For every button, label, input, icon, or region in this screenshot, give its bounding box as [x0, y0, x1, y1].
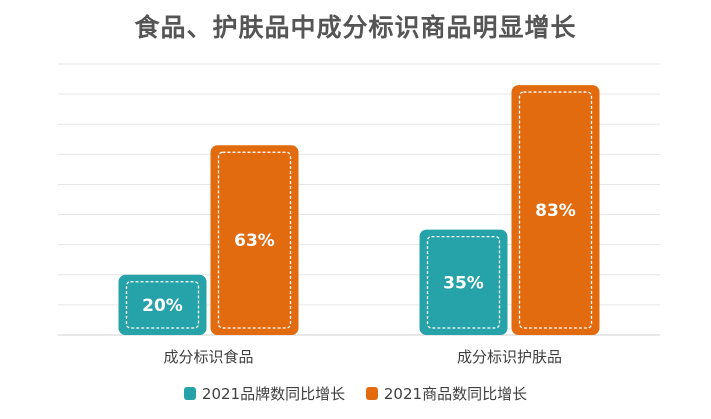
bar-inner-dashed-border [125, 281, 200, 329]
data-label: 35% [443, 273, 484, 293]
data-label: 83% [535, 201, 576, 221]
bars [118, 85, 600, 335]
data-labels: 20% 63% 35% 83% [142, 201, 576, 316]
bar-1-1 [511, 85, 600, 335]
legend-label-product: 2021商品数同比增长 [383, 385, 528, 403]
legend: 2021品牌数同比增长 2021商品数同比增长 [0, 383, 711, 404]
legend-swatch-product [365, 387, 378, 400]
legend-label-brand: 2021品牌数同比增长 [201, 385, 346, 403]
x-tick-label: 成分标识护肤品 [457, 348, 562, 366]
legend-item-brand: 2021品牌数同比增长 [183, 383, 346, 404]
bar-0-0 [118, 274, 207, 335]
legend-item-product: 2021商品数同比增长 [365, 383, 528, 404]
bar-0-1 [210, 145, 299, 335]
chart-title: 食品、护肤品中成分标识商品明显增长 [134, 13, 577, 42]
bar-inner-dashed-border [518, 91, 593, 329]
x-tick-label: 成分标识食品 [163, 348, 253, 366]
data-label: 63% [234, 231, 275, 251]
bar-inner-dashed-border [426, 235, 501, 329]
bar-1-0 [419, 229, 508, 335]
legend-swatch-brand [183, 387, 196, 400]
x-axis-ticks: 成分标识食品 成分标识护肤品 [163, 348, 562, 366]
bar-inner-dashed-border [217, 151, 292, 329]
data-label: 20% [142, 296, 183, 316]
